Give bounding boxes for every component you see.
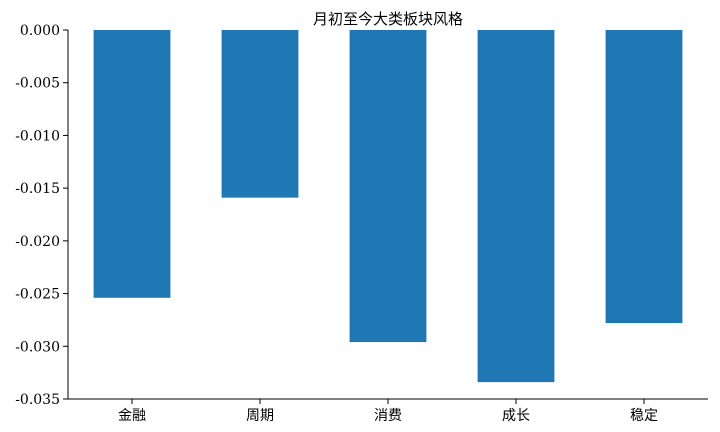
y-tick-label: -0.030 <box>15 339 60 355</box>
x-tick-label: 周期 <box>246 408 274 424</box>
x-tick-label: 稳定 <box>630 408 658 424</box>
y-tick-label: -0.035 <box>15 392 60 408</box>
bar-稳定 <box>605 30 683 324</box>
bar-成长 <box>477 30 555 383</box>
y-tick-label: -0.020 <box>15 234 60 250</box>
x-axis: 金融 周期 消费 成长 稳定 <box>68 398 708 424</box>
bar-消费 <box>349 30 427 343</box>
y-tick-label: 0.000 <box>20 23 60 39</box>
y-tick-label: -0.025 <box>15 287 60 303</box>
y-axis: 0.000 -0.005 -0.010 -0.015 -0.020 -0.025 -0.03… <box>15 23 69 408</box>
bar-周期 <box>221 30 299 198</box>
y-tick-label: -0.015 <box>15 181 60 197</box>
chart-title: 月初至今大类板块风格 <box>313 10 463 28</box>
y-tick-label: -0.010 <box>15 128 60 144</box>
x-tick-label: 成长 <box>502 408 530 424</box>
y-tick-label: -0.005 <box>15 76 60 92</box>
bar-金融 <box>93 30 171 298</box>
x-tick-label: 金融 <box>118 408 146 424</box>
x-tick-label: 消费 <box>374 408 402 424</box>
bars-group <box>93 30 683 383</box>
